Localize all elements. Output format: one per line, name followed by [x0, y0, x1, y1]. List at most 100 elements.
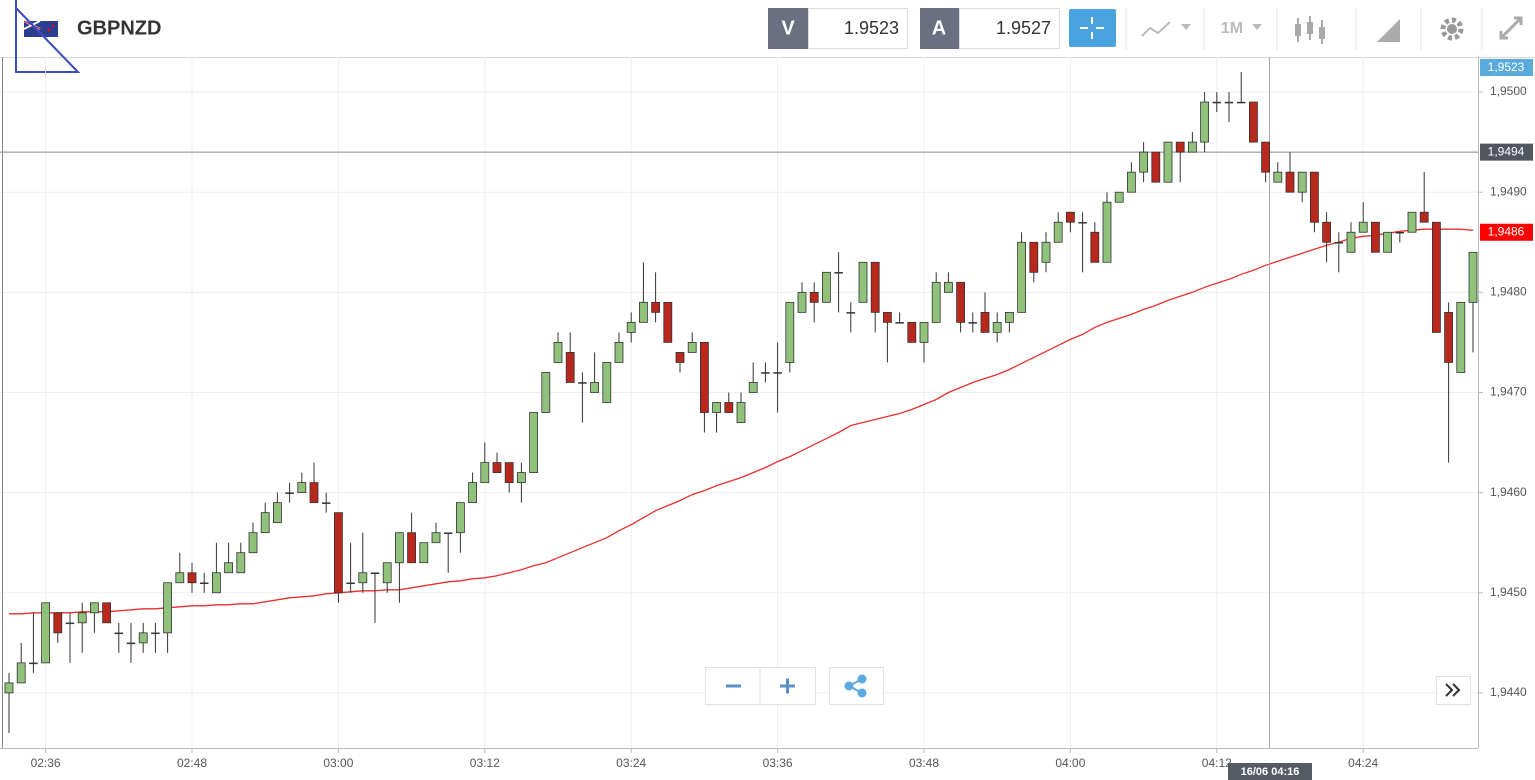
candle-body — [1334, 242, 1344, 244]
ma-tag: 1,9486 — [1488, 224, 1525, 238]
candle-body — [1456, 301, 1466, 373]
annotation-triangle — [15, 0, 81, 73]
candle-body — [809, 291, 819, 303]
candle-body — [1224, 101, 1234, 104]
moving-average-line — [9, 228, 1474, 615]
candle-body — [846, 312, 856, 314]
candle-body — [822, 271, 831, 303]
zoom-in[interactable] — [780, 678, 795, 694]
ask-button[interactable] — [920, 8, 959, 49]
candle-body — [1297, 171, 1307, 193]
candle-body — [748, 382, 758, 393]
candle-body — [761, 372, 770, 374]
candle-body — [333, 512, 343, 594]
candle-body — [553, 342, 563, 363]
candle-body — [41, 602, 50, 664]
candle-body — [1395, 232, 1405, 234]
candle-body — [1127, 171, 1136, 193]
candle-body — [309, 482, 319, 504]
candle-body — [956, 281, 965, 323]
timeframe[interactable]: 1M — [1221, 20, 1243, 37]
candle-body — [102, 602, 111, 624]
candle-body — [1407, 211, 1417, 233]
crosshair-button[interactable] — [1069, 9, 1116, 47]
candle-body — [480, 462, 490, 484]
candle-body — [1066, 211, 1075, 223]
candle-body — [1017, 241, 1026, 313]
candle-body — [468, 482, 478, 504]
plot-area: 1,9440 1,9450 1,9460 1,9470 1,9480 1,9490 1,95… — [0, 57, 1533, 780]
candle-body — [797, 291, 807, 313]
x-tick-label: 03:36 — [763, 756, 793, 770]
candle-body — [90, 602, 99, 614]
scroll-end-button[interactable] — [1436, 676, 1471, 705]
candle-body — [663, 301, 673, 343]
candle-body — [163, 582, 173, 634]
candle-body — [1419, 211, 1429, 223]
candle-body — [1175, 141, 1185, 153]
bid-price: 1.9523 — [844, 18, 899, 38]
candle-body — [1432, 221, 1441, 333]
candle-body — [1346, 231, 1356, 253]
symbol: GBPNZD — [77, 17, 161, 39]
candle-body — [1078, 221, 1087, 224]
candle-body — [1444, 311, 1453, 363]
candle-body — [626, 321, 636, 333]
candle-body — [321, 502, 331, 504]
ask-box — [959, 8, 1060, 49]
toolbar — [0, 0, 1535, 57]
candle-body — [504, 462, 514, 484]
candle-body — [870, 261, 880, 313]
candle-body — [858, 261, 868, 303]
candle-body — [1322, 221, 1331, 243]
candle-body — [931, 281, 941, 323]
x-tick-label: 04:24 — [1348, 756, 1378, 770]
x-tick-label: 04:00 — [1055, 756, 1085, 770]
candle-body — [919, 321, 929, 343]
candle-body — [260, 512, 270, 534]
candle-body — [1163, 141, 1173, 183]
candle-body — [517, 472, 526, 484]
candle-body — [1005, 311, 1014, 323]
x-tick-label: 04:12 — [1202, 756, 1232, 770]
candle-body — [590, 382, 599, 393]
zoom-controls — [705, 667, 1471, 705]
x-tick-label: 03:24 — [616, 756, 646, 770]
candle-body — [773, 372, 782, 374]
candle-body — [285, 492, 294, 494]
y-tick-label: 1,9480 — [1490, 285, 1527, 299]
price-tag: 1,9523 — [1488, 60, 1525, 74]
candle-body — [248, 532, 258, 554]
candle-body — [65, 622, 75, 625]
candle-body — [114, 632, 124, 635]
crosshair-tag: 1,9494 — [1488, 144, 1525, 158]
candle-body — [1200, 101, 1209, 143]
share-button[interactable] — [829, 667, 884, 705]
crosshair-time: 16/06 04:16 — [1241, 766, 1300, 778]
candle-body — [431, 532, 441, 544]
candle-body — [895, 322, 904, 324]
candle-body — [1053, 221, 1063, 243]
candle-body — [187, 572, 197, 584]
bid-button[interactable] — [768, 8, 808, 49]
candle-body — [883, 311, 892, 323]
candle-body — [77, 612, 87, 624]
bid-label: V — [781, 17, 795, 39]
x-tick-label: 03:00 — [323, 756, 353, 770]
y-tick-label: 1,9450 — [1490, 585, 1527, 599]
candle-body — [1310, 171, 1319, 223]
candle-body — [1285, 171, 1295, 193]
candle-body — [565, 352, 575, 383]
candle-body — [675, 352, 685, 363]
candle-body — [980, 311, 990, 333]
candle-body — [151, 632, 160, 635]
candle-body — [1273, 171, 1283, 183]
candle-body — [785, 301, 795, 363]
candle-body — [455, 502, 465, 534]
candle-body — [53, 612, 63, 634]
ma-tag-box — [1480, 223, 1533, 241]
candle-body — [1383, 231, 1392, 253]
ask-price: 1.9527 — [996, 18, 1051, 38]
